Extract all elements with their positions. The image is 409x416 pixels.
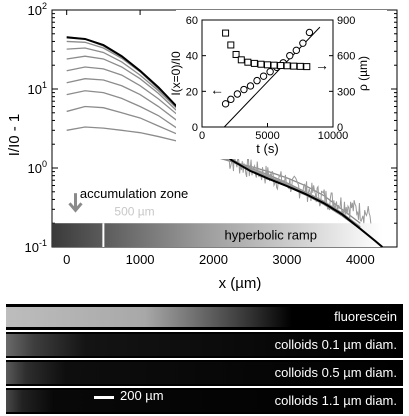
inset-y-label-left: I(x=0)/I0: [169, 51, 183, 96]
inset-square-point: [237, 56, 245, 64]
inset-circle-point: [299, 39, 307, 47]
inset-circle-point: [233, 90, 242, 98]
inset-square-point: [296, 62, 304, 70]
inset-y-label-right: ρ (µm): [356, 56, 370, 91]
inset-square-point: [277, 62, 285, 70]
strip-label: colloids 1.1 µm diam.: [274, 393, 397, 408]
strip-colloids-0-1: colloids 0.1 µm diam.: [6, 332, 403, 358]
inset-circle-point: [266, 68, 274, 76]
inset-square-point: [232, 50, 240, 58]
strip-image: [6, 388, 403, 414]
y-axis-label: I/I0 - 1: [6, 114, 23, 157]
x-tick-label: 4000: [346, 252, 375, 267]
inset-y-tick-label-left: 60: [186, 15, 198, 27]
x-tick-label: 0: [63, 252, 70, 267]
inset-y-tick-label-right: 600: [337, 51, 355, 63]
inset-x-tick-label: 10000: [318, 130, 349, 142]
inset-circle-point: [227, 95, 235, 104]
accumulation-zone-label: accumulation zone: [80, 186, 188, 201]
inset-background: [176, 10, 387, 159]
strip-image: [6, 304, 403, 330]
inset-circle-point: [286, 51, 294, 60]
inset-y-tick-label-right: 0: [337, 122, 343, 134]
ramp-bar: [52, 223, 383, 247]
hyperbolic-ramp-label: hyperbolic ramp: [225, 227, 318, 242]
inset-circle-point: [246, 82, 255, 90]
strip-label: fluorescein: [334, 309, 397, 324]
strip-label: colloids 0.1 µm diam.: [274, 337, 397, 352]
annotations: accumulation zone 500 µm hyperbolic ramp: [68, 186, 318, 242]
scale-bar: [94, 396, 114, 399]
y-tick-label: 10-1: [25, 238, 47, 255]
inset-square-point: [264, 61, 271, 69]
noisy-tail: [227, 154, 372, 224]
x-axis-label: x (µm): [219, 275, 262, 292]
fit-curve: [66, 36, 383, 248]
inset-y-tick-label-left: 40: [186, 51, 198, 63]
strip-image: [6, 332, 403, 358]
inset-y-tick-label-right: 300: [337, 86, 355, 98]
inset-arrow-left: ←: [210, 82, 224, 98]
inset-x-tick-label: 5000: [255, 130, 279, 142]
inset-square-point: [227, 41, 235, 49]
x-tick-label: 3000: [272, 252, 301, 267]
strip-image: [6, 360, 403, 386]
y-tick-label: 102: [28, 1, 47, 18]
main-fit-group: [66, 36, 383, 248]
inset-circle-point: [253, 76, 261, 85]
inset-circle-point: [259, 72, 268, 80]
inset-square-point: [222, 29, 230, 37]
inset-square-point: [303, 63, 311, 71]
inset-y-tick-label-left: 20: [186, 86, 198, 98]
inset-square-point: [244, 58, 252, 66]
y-tick-label: 100: [28, 159, 47, 176]
inset-x-tick-label: 0: [199, 130, 205, 142]
inset-square-point: [257, 60, 265, 68]
x-tick-label: 2000: [199, 252, 228, 267]
scale-bar-label: 200 µm: [120, 388, 164, 403]
x-tick-label: 1000: [126, 252, 155, 267]
strip-colloids-0-5: colloids 0.5 µm diam.: [6, 360, 403, 386]
inset-circle-point: [305, 28, 314, 37]
inset-square-point: [250, 59, 258, 67]
y-tick-label: 101: [28, 80, 47, 97]
inset-circle-point: [292, 46, 301, 55]
inset-square-point: [270, 61, 278, 69]
inset-circle-point: [221, 100, 230, 108]
strip-colloids-1-1: colloids 1.1 µm diam.: [6, 388, 403, 414]
accumulation-arrowhead: [68, 202, 83, 213]
image-strips: fluorescein colloids 0.1 µm diam.: [6, 300, 403, 416]
inset-square-point: [283, 62, 291, 70]
inset-x-label: t (s): [256, 141, 278, 156]
inset-y-tick-label-right: 900: [337, 15, 355, 27]
strip-fluorescein: fluorescein: [6, 304, 403, 330]
inset-arrow-right: →: [315, 57, 329, 73]
inset-y-tick-label-left: 0: [192, 122, 198, 134]
inset-circle-point: [240, 85, 248, 94]
marker-500-label: 500 µm: [114, 205, 154, 219]
hyperbolic-ramp: [52, 223, 383, 247]
strip-label: colloids 0.5 µm diam.: [274, 365, 397, 380]
inset-square-point: [290, 62, 298, 70]
